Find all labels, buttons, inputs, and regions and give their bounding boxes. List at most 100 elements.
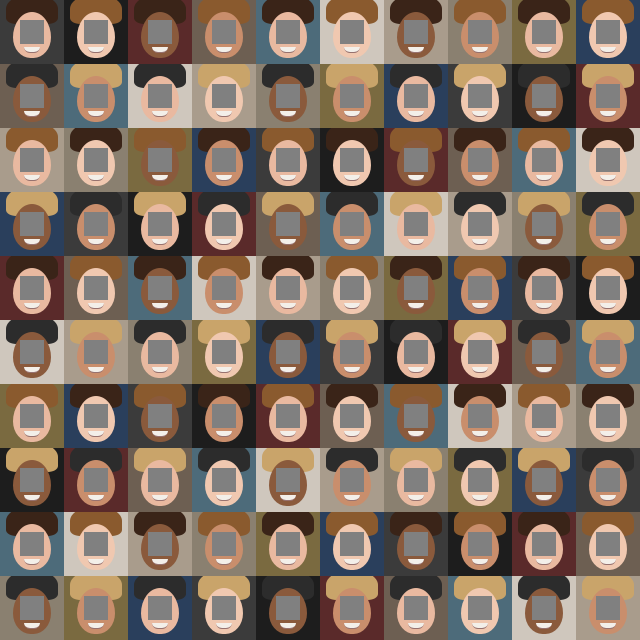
mouth (408, 623, 424, 629)
mouth (600, 175, 616, 181)
face-tile (192, 64, 256, 128)
face-tile (128, 512, 192, 576)
mouth (88, 111, 104, 117)
face-tile (384, 192, 448, 256)
mouth (216, 431, 232, 437)
mouth (280, 559, 296, 565)
mouth (536, 431, 552, 437)
mouth (88, 623, 104, 629)
face-tile (0, 0, 64, 64)
mouth (408, 111, 424, 117)
face-tile (64, 192, 128, 256)
mouth (344, 239, 360, 245)
redaction-mask (276, 84, 300, 108)
face-tile (384, 0, 448, 64)
face-tile (192, 384, 256, 448)
mouth (408, 303, 424, 309)
redaction-mask (20, 404, 44, 428)
redaction-mask (20, 276, 44, 300)
face-tile (256, 384, 320, 448)
redaction-mask (20, 340, 44, 364)
redaction-mask (84, 276, 108, 300)
face-tile (576, 512, 640, 576)
redaction-mask (404, 596, 428, 620)
face-tile (384, 256, 448, 320)
redaction-mask (532, 276, 556, 300)
face-tile (512, 0, 576, 64)
redaction-mask (532, 340, 556, 364)
face-tile (0, 64, 64, 128)
face-tile (320, 64, 384, 128)
face-tile (256, 320, 320, 384)
face-tile (64, 448, 128, 512)
mouth (280, 431, 296, 437)
redaction-mask (468, 276, 492, 300)
mouth (408, 367, 424, 373)
redaction-mask (532, 20, 556, 44)
redaction-mask (148, 20, 172, 44)
face-tile (512, 128, 576, 192)
redaction-mask (20, 84, 44, 108)
mouth (280, 175, 296, 181)
redaction-mask (340, 596, 364, 620)
mouth (24, 303, 40, 309)
face-tile (64, 64, 128, 128)
mouth (600, 239, 616, 245)
face-tile (128, 384, 192, 448)
mouth (536, 303, 552, 309)
mouth (536, 175, 552, 181)
redaction-mask (596, 532, 620, 556)
face-tile (192, 320, 256, 384)
redaction-mask (212, 468, 236, 492)
mouth (344, 431, 360, 437)
redaction-mask (340, 468, 364, 492)
face-tile (384, 320, 448, 384)
face-tile (448, 384, 512, 448)
mouth (344, 559, 360, 565)
redaction-mask (596, 212, 620, 236)
redaction-mask (532, 84, 556, 108)
face-tile (320, 256, 384, 320)
redaction-mask (212, 20, 236, 44)
face-tile (448, 192, 512, 256)
mouth (344, 303, 360, 309)
face-tile (256, 64, 320, 128)
mouth (280, 47, 296, 53)
face-tile (320, 448, 384, 512)
mouth (216, 111, 232, 117)
redaction-mask (84, 596, 108, 620)
redaction-mask (468, 340, 492, 364)
redaction-mask (148, 148, 172, 172)
mouth (536, 623, 552, 629)
redaction-mask (276, 212, 300, 236)
face-tile (512, 448, 576, 512)
face-tile (0, 384, 64, 448)
redaction-mask (84, 148, 108, 172)
redaction-mask (84, 468, 108, 492)
mouth (472, 303, 488, 309)
redaction-mask (596, 404, 620, 428)
redaction-mask (276, 532, 300, 556)
face-tile (320, 512, 384, 576)
mouth (24, 367, 40, 373)
mouth (344, 175, 360, 181)
redaction-mask (276, 20, 300, 44)
mouth (24, 559, 40, 565)
mouth (152, 47, 168, 53)
face-tile (64, 320, 128, 384)
redaction-mask (404, 212, 428, 236)
face-tile (192, 448, 256, 512)
face-tile (448, 64, 512, 128)
face-tile (128, 576, 192, 640)
redaction-mask (340, 212, 364, 236)
face-tile (448, 128, 512, 192)
face-tile (192, 0, 256, 64)
face-tile (0, 256, 64, 320)
redaction-mask (468, 532, 492, 556)
face-tile (448, 512, 512, 576)
face-tile (448, 576, 512, 640)
face-tile (384, 384, 448, 448)
redaction-mask (404, 468, 428, 492)
face-tile (64, 256, 128, 320)
redaction-mask (276, 340, 300, 364)
